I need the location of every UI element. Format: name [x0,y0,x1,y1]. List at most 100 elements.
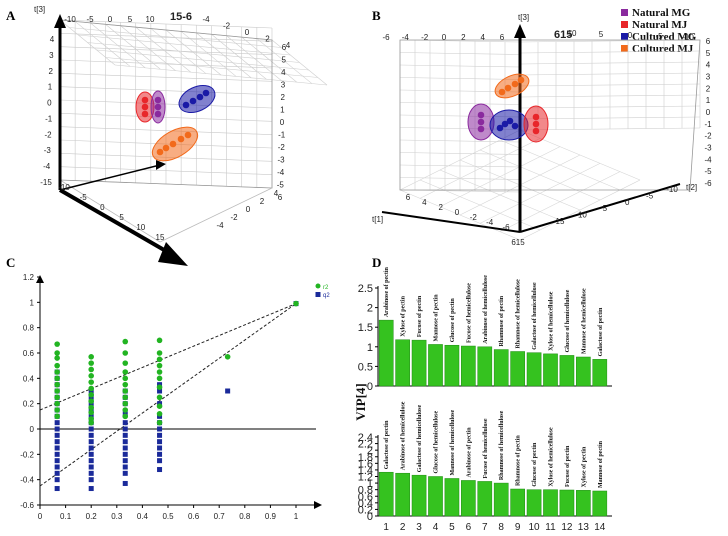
y-tick-label: 0 [30,425,35,434]
vip-bar [526,489,542,517]
r2-point [54,394,60,401]
vip-bar [378,471,394,517]
y-tick-label: 1.5 [358,322,373,334]
y-tick-label: 2.5 [358,283,373,295]
panel-a-top-label: 15-6 [170,11,192,23]
r2-point [122,400,129,407]
panel-label-c: C [6,255,15,270]
grid-line [69,27,282,48]
bar-category-label: Galactose of hemicellulose [532,282,538,350]
vip-bar [576,490,591,517]
q2-point [122,445,128,451]
tick-label: 5 [599,30,604,39]
grid-line [399,102,521,105]
q2-point [122,464,128,470]
tick-label: -4 [277,168,285,177]
x-tick-label: 7 [482,522,488,533]
grid-line [399,52,521,55]
r2-point [122,388,129,394]
tick-label: 4 [274,189,279,198]
x-tick-label: 0.4 [137,512,149,521]
tick-label: 2 [280,93,285,102]
legend-label: Natural MG [632,7,691,19]
x-tick-label: 0.7 [214,512,226,521]
q2-point [88,458,94,464]
tick-label: 10 [146,15,155,24]
bar-category-label: Rhamnose of pectin [499,295,505,346]
y-tick-label: 1 [30,298,35,307]
legend-label: Natural MJ [632,19,688,31]
tick-label: 3 [281,81,286,90]
score-point [156,148,164,156]
x-tick-label: 0.5 [162,512,174,521]
tick-label: -4 [216,221,224,230]
tick-label: -2 [470,213,478,222]
regression-line-r2 [39,303,297,411]
tick-label: 2 [461,33,466,42]
y-tick-label: 0 [367,381,373,393]
tick-label: -10 [682,33,694,42]
grid-line [519,83,701,87]
grid-line [399,152,521,155]
score-point [177,135,185,143]
bar-category-label: Fucose of hemicellulose [466,283,472,343]
grid-line [114,64,328,86]
x-tick-label: 0.1 [60,512,72,521]
y-tick-label: 0.5 [358,361,373,373]
y-tick-label: 1 [367,342,373,354]
tick-label: 2 [706,84,711,93]
tick-label: 1 [48,83,53,92]
legend-label: Cultured MJ [632,43,694,55]
vip-bar [559,355,575,387]
score-point [141,110,149,118]
tick-label: 3 [49,51,54,60]
q2-point [54,439,60,445]
panel-a-t3-label: t[3] [34,5,45,14]
bar-category-label: Xylose of hemicellulose [549,427,555,487]
grid-line [479,163,601,224]
r2-point [88,366,94,373]
tick-label: -4 [202,15,210,24]
q2-point [122,439,128,445]
q2-point [122,432,128,438]
grid-line [399,164,521,168]
y-tick-label: 1.2 [358,472,373,484]
q2-point [157,439,163,445]
tick-label: -15 [40,178,52,187]
y-tick-label: 0.8 [358,485,373,497]
tick-label: 0 [625,198,630,207]
vip-bar [461,345,476,387]
tick-label: -4 [402,33,410,42]
tick-label: 0 [455,208,460,217]
tick-label: -1 [704,120,712,129]
score-point [477,125,485,133]
r2-point [54,400,60,407]
tick-label: 5 [128,15,133,24]
bar-category-label: Rhamnose of pectin [516,435,522,486]
q2-point [122,470,128,476]
tick-label: 10 [578,211,587,220]
r2-point [54,413,60,420]
tick-label: -1 [278,131,286,140]
r2-point [122,350,129,356]
r2-point [88,373,94,379]
score-point [498,88,506,96]
tick-label: -4 [486,218,494,227]
score-point [184,131,192,139]
tick-label: 5 [706,49,711,58]
bar-category-label: Arabinose of pectin [466,427,472,478]
tick-label: 0 [442,33,447,42]
axis-arrow [36,275,44,283]
r2-point [88,404,94,411]
q2-point [122,458,128,464]
q2-point [88,470,94,476]
x-tick-label: 5 [449,522,455,533]
score-point [511,122,519,130]
bar-category-label: Fucose of hemicellulose [483,418,489,478]
r2-point [54,375,60,382]
bar-category-label: Galactose of pectin [598,307,604,356]
score-point [496,124,504,132]
grid-line [399,129,521,191]
y-tick-label: 1.6 [358,458,373,470]
q2-point [88,439,94,445]
